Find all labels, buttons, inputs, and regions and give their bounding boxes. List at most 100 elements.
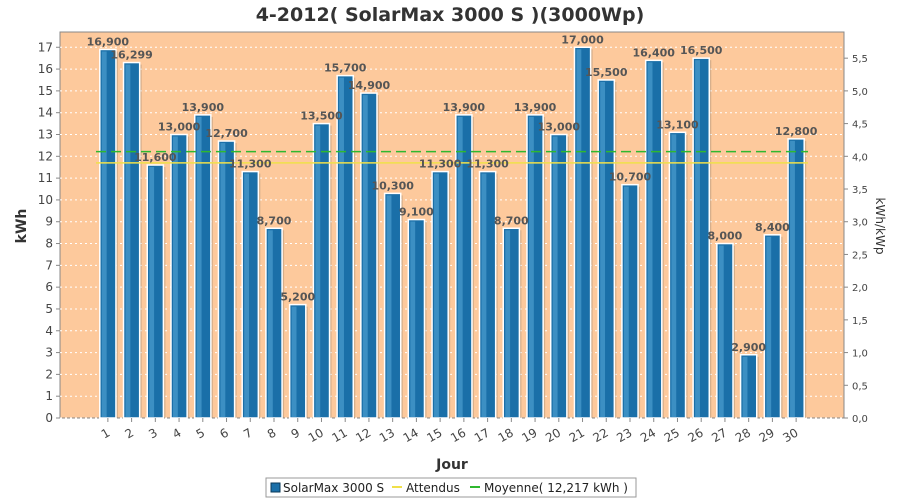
bars: [99, 46, 807, 419]
x-tick-label: 26: [685, 425, 705, 445]
x-tick-label: 18: [496, 425, 516, 445]
x-tick-label: 19: [519, 425, 539, 445]
data-label: 8,700: [494, 214, 529, 227]
y-tick-label: 16: [38, 62, 53, 76]
y2-tick-label: 2,5: [852, 250, 868, 261]
y-tick-label: 7: [45, 258, 53, 272]
data-label: 11,300: [466, 158, 509, 171]
data-label: 14,900: [348, 79, 391, 92]
y-tick-label: 10: [38, 193, 53, 207]
data-label: 10,300: [371, 179, 414, 192]
x-tick-label: 24: [638, 425, 658, 445]
bar-highlight: [220, 143, 226, 417]
bar-highlight: [410, 221, 416, 417]
y2-axis-ticks: 0,0 0,5 1,0 1,5 2,0 2,5 3,0 3,5 4,0 4,5 5,0 5,5: [844, 54, 868, 425]
bar-highlight: [576, 49, 582, 418]
y2-tick-label: 5,5: [852, 54, 868, 65]
data-label: 13,500: [300, 110, 343, 123]
y2-tick-label: 0,0: [852, 414, 868, 425]
legend-label-average: Moyenne( 12,217 kWh ): [484, 481, 628, 495]
bar-highlight: [718, 245, 724, 417]
data-label: 11,300: [229, 158, 272, 171]
data-label: 8,700: [257, 214, 292, 227]
x-tick-label: 6: [217, 425, 231, 441]
x-tick-label: 5: [194, 425, 208, 441]
x-tick-label: 25: [662, 425, 682, 445]
x-tick-label: 16: [448, 425, 468, 445]
bar-highlight: [647, 62, 653, 417]
x-tick-label: 14: [401, 425, 421, 445]
data-label: 5,200: [280, 291, 315, 304]
x-tick-label: 13: [377, 425, 397, 445]
bar-highlight: [386, 195, 392, 417]
bar-highlight: [600, 81, 606, 417]
x-tick-label: 30: [780, 425, 800, 445]
data-label: 13,000: [538, 120, 581, 133]
bar-highlight: [125, 64, 131, 417]
data-label: 16,400: [633, 46, 676, 59]
plot-area: [59, 31, 845, 419]
x-tick-label: 1: [99, 425, 113, 441]
y-tick-label: 4: [45, 324, 53, 338]
chart-title: 4-2012( SolarMax 3000 S )(3000Wp): [256, 4, 645, 26]
x-tick-label: 28: [733, 425, 753, 445]
bar-highlight: [267, 230, 273, 417]
bar-highlight: [742, 356, 748, 417]
bar-highlight: [172, 136, 178, 417]
bar-highlight: [457, 116, 463, 417]
data-label: 16,500: [680, 44, 723, 57]
data-label: 10,700: [609, 171, 652, 184]
y-tick-label: 11: [38, 171, 53, 185]
grid-lines: [60, 46, 844, 419]
y-tick-label: 5: [45, 302, 53, 316]
y-tick-label: 17: [38, 40, 53, 54]
x-tick-label: 27: [709, 425, 729, 445]
y-tick-label: 8: [45, 237, 53, 251]
y2-tick-label: 1,5: [852, 316, 868, 327]
x-tick-label: 9: [289, 425, 303, 441]
bar-highlight: [149, 167, 155, 417]
data-label: 17,000: [561, 33, 604, 46]
bar-highlight: [339, 77, 344, 418]
bar-highlight: [291, 306, 297, 417]
bar-highlight: [244, 173, 250, 417]
data-label: 13,900: [443, 101, 486, 114]
bar-highlight: [528, 116, 534, 417]
reference-lines: [96, 150, 808, 164]
x-tick-label: 7: [241, 425, 255, 441]
y-axis-label: kWh: [14, 209, 30, 244]
data-label: 16,900: [87, 35, 130, 48]
data-label: 12,800: [775, 125, 818, 138]
x-tick-label: 2: [122, 425, 136, 441]
x-tick-label: 20: [543, 425, 563, 445]
y-tick-label: 13: [38, 127, 53, 141]
bar-highlight: [766, 236, 772, 417]
data-label: 15,700: [324, 62, 367, 75]
x-tick-label: 22: [591, 425, 611, 445]
bar-highlight: [671, 134, 677, 417]
data-label: 16,299: [110, 49, 152, 62]
data-label: 9,100: [399, 206, 434, 219]
x-tick-label: 29: [757, 425, 777, 445]
legend-label-expected: Attendus: [406, 481, 460, 495]
x-tick-label: 17: [472, 425, 492, 445]
bar-highlight: [362, 95, 368, 418]
bar-highlight: [315, 125, 321, 417]
y-tick-label: 14: [38, 106, 53, 120]
y-tick-label: 12: [38, 149, 53, 163]
bar-highlight: [552, 136, 558, 417]
y2-tick-label: 5,0: [852, 87, 868, 98]
legend-swatch-bars: [270, 482, 281, 493]
data-label: 13,900: [182, 101, 225, 114]
data-label: 13,000: [158, 120, 201, 133]
y-tick-label: 6: [45, 280, 53, 294]
x-tick-label: 3: [146, 425, 160, 441]
data-label: 2,900: [731, 341, 766, 354]
y-tick-label: 15: [38, 84, 53, 98]
bar-highlight: [481, 173, 487, 417]
y2-tick-label: 0,5: [852, 381, 868, 392]
legend-box: [265, 477, 637, 498]
